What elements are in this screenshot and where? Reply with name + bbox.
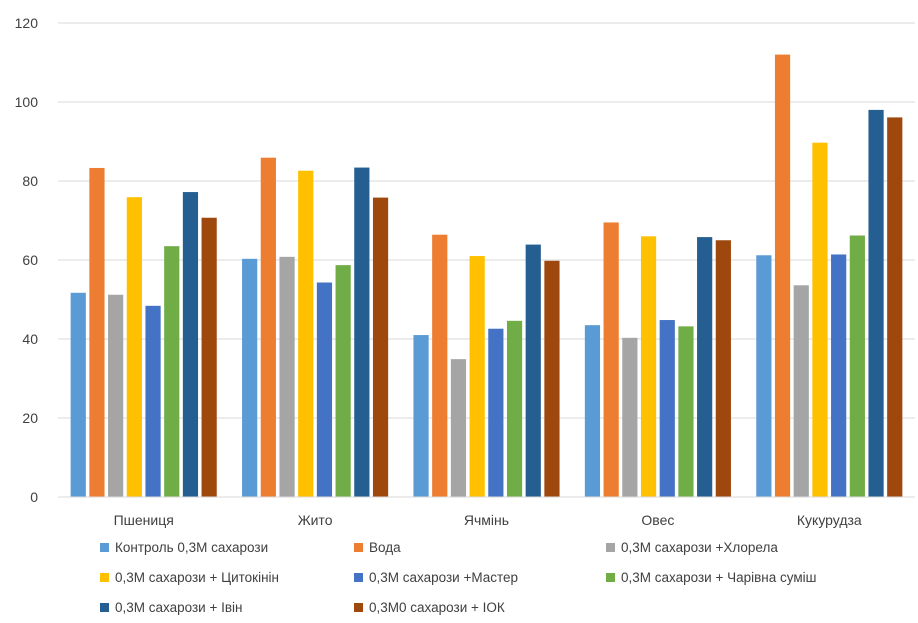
bar <box>868 109 884 498</box>
legend-label: 0,3М сахарози + Чарівна суміш <box>621 570 816 585</box>
bar <box>831 254 847 497</box>
bar <box>164 246 180 497</box>
y-tick-label: 120 <box>15 15 39 31</box>
bar <box>887 117 903 497</box>
legend-label: Контроль 0,3М сахарози <box>115 540 268 555</box>
x-tick-label: Пшениця <box>114 512 174 528</box>
bar <box>488 328 504 497</box>
legend-item[interactable]: 0,3М сахарози + Чарівна суміш <box>606 570 816 585</box>
bar <box>354 167 370 497</box>
y-tick-label: 20 <box>22 410 38 426</box>
legend-item[interactable]: 0,3М сахарози +Хлорела <box>606 540 778 555</box>
bar <box>678 326 694 497</box>
legend-label: 0,3М сахарози + Цитокінін <box>115 570 279 585</box>
bar <box>145 305 161 497</box>
legend-swatch <box>354 543 363 552</box>
legend-swatch <box>354 603 363 612</box>
bar <box>812 142 828 497</box>
bar <box>640 236 657 498</box>
y-tick-label: 80 <box>22 173 38 189</box>
bar <box>70 292 86 497</box>
bar <box>89 167 105 497</box>
bar <box>182 192 199 497</box>
bar <box>544 260 560 497</box>
bar <box>525 244 541 497</box>
legend-item[interactable]: Вода <box>354 540 401 555</box>
y-tick-label: 60 <box>22 252 38 268</box>
bar <box>756 255 772 497</box>
legend-item[interactable]: 0,3М0 сахарози + ІОК <box>354 600 505 615</box>
legend-item[interactable]: Контроль 0,3М сахарози <box>100 540 268 555</box>
bar <box>774 54 791 497</box>
legend-label: 0,3М сахарози + Івін <box>115 600 243 615</box>
bar <box>715 240 731 497</box>
bar <box>697 237 713 497</box>
bar <box>335 265 351 497</box>
bar <box>316 282 333 497</box>
bar <box>793 285 809 497</box>
y-tick-label: 40 <box>22 331 38 347</box>
legend-swatch <box>100 603 109 612</box>
x-tick-label: Жито <box>298 512 333 528</box>
legend-label: 0,3М сахарози +Хлорела <box>621 540 778 555</box>
legend-swatch <box>606 573 615 582</box>
gridlines <box>58 22 915 419</box>
legend[interactable]: Контроль 0,3М сахарози Вода 0,3М сахарози … <box>100 540 816 615</box>
x-tick-label: Овес <box>641 512 674 528</box>
y-axis-ticks: 0 20 40 60 80 100 120 <box>15 15 39 505</box>
bar <box>603 222 619 497</box>
legend-item[interactable]: 0,3М сахарози +Мастер <box>354 570 518 585</box>
bar <box>201 217 217 498</box>
legend-label: 0,3М0 сахарози + ІОК <box>369 600 505 615</box>
bar <box>413 335 429 497</box>
y-tick-label: 0 <box>30 489 38 505</box>
bar <box>584 325 601 497</box>
x-tick-label: Кукурудза <box>797 512 862 528</box>
x-axis-ticks: Пшениця Жито Ячмінь Овес Кукурудза <box>114 512 862 528</box>
x-tick-label: Ячмінь <box>464 512 509 528</box>
bar <box>108 294 124 497</box>
bar <box>622 337 638 497</box>
legend-label: 0,3М сахарози +Мастер <box>369 570 518 585</box>
bar <box>506 320 523 497</box>
bars <box>70 54 903 498</box>
bar <box>279 256 295 497</box>
legend-swatch <box>100 573 109 582</box>
legend-swatch <box>606 543 615 552</box>
legend-label: Вода <box>369 540 401 555</box>
bar <box>260 157 276 497</box>
bar <box>126 197 142 497</box>
bar <box>849 235 865 497</box>
bar <box>298 170 314 498</box>
y-tick-label: 100 <box>15 94 39 110</box>
bar <box>372 197 389 497</box>
bar <box>432 234 448 497</box>
legend-swatch <box>354 573 363 582</box>
bar <box>659 320 675 497</box>
legend-item[interactable]: 0,3М сахарози + Івін <box>100 600 243 615</box>
bar <box>242 258 258 497</box>
legend-item[interactable]: 0,3М сахарози + Цитокінін <box>100 570 279 585</box>
bar <box>450 359 467 497</box>
legend-swatch <box>100 543 109 552</box>
bar <box>469 256 485 497</box>
